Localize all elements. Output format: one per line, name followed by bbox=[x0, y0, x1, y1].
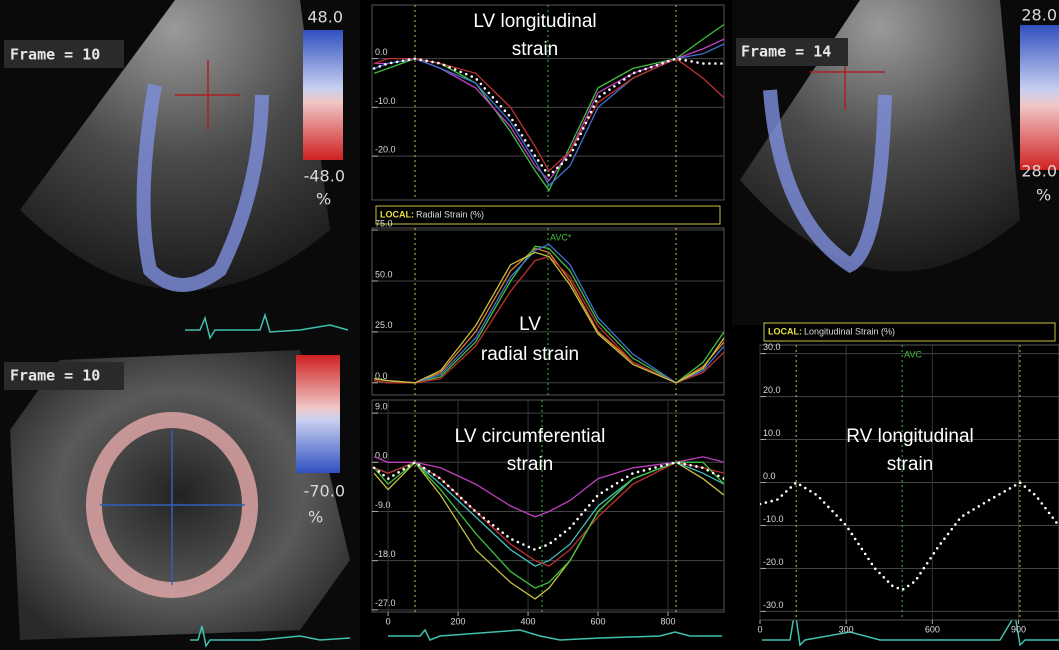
chart-title: LV longitudinal bbox=[473, 11, 596, 32]
scale-bottom: 28.0 bbox=[1021, 162, 1057, 181]
y-tick-label: 75.0 bbox=[375, 218, 393, 228]
x-tick-label: 800 bbox=[661, 616, 676, 626]
y-tick-label: 20.0 bbox=[763, 385, 781, 395]
x-tick-label: 900 bbox=[1011, 624, 1026, 634]
frame-label: Frame = 14 bbox=[741, 43, 831, 61]
color-bar bbox=[1020, 25, 1059, 170]
x-tick-label: 200 bbox=[451, 616, 466, 626]
chart-title: strain bbox=[887, 454, 933, 475]
y-tick-label: 50.0 bbox=[375, 269, 393, 279]
x-tick-label: 300 bbox=[839, 624, 854, 634]
x-tick-label: 600 bbox=[591, 616, 606, 626]
echo-apical-lv: Frame = 10 48.0 -48.0 % bbox=[0, 0, 360, 342]
y-tick-label: -10.0 bbox=[763, 514, 784, 524]
x-tick-label: 600 bbox=[925, 624, 940, 634]
chart: LOCAL:Longitudinal Strain (%) 30.0 20.0 10.… bbox=[757, 323, 1059, 634]
y-tick-label: -10.0 bbox=[375, 96, 396, 106]
scale-bottom: -70.0 bbox=[304, 482, 345, 501]
y-tick-label: -20.0 bbox=[763, 557, 784, 567]
chart-title: strain bbox=[507, 454, 553, 475]
color-bar bbox=[303, 30, 343, 160]
chart-title: LV circumferential bbox=[455, 426, 606, 447]
scale-unit: % bbox=[1036, 186, 1051, 205]
y-tick-label: -18.0 bbox=[375, 549, 396, 559]
chart-title: RV longitudinal bbox=[846, 426, 973, 447]
y-tick-label: 30.0 bbox=[763, 342, 781, 352]
chart-title: strain bbox=[512, 39, 558, 60]
scale-bottom: -48.0 bbox=[304, 167, 345, 186]
chart-title: LV bbox=[519, 314, 541, 335]
header-text: Radial Strain (%) bbox=[416, 209, 484, 219]
frame-label: Frame = 10 bbox=[10, 367, 100, 385]
scale-top: 48.0 bbox=[307, 8, 343, 27]
y-tick-label: 25.0 bbox=[375, 320, 393, 330]
y-tick-label: -20.0 bbox=[375, 145, 396, 155]
event-label: AVC bbox=[904, 349, 922, 359]
y-tick-label: -27.0 bbox=[375, 598, 396, 608]
x-tick-label: 400 bbox=[521, 616, 536, 626]
scale-unit: % bbox=[316, 190, 331, 209]
y-tick-label: 0.0 bbox=[375, 47, 388, 57]
y-tick-label: 10.0 bbox=[763, 428, 781, 438]
screen: Frame = 10 48.0 -48.0 % Frame = 10 -70.0… bbox=[0, 0, 1059, 650]
y-tick-label: 0.0 bbox=[763, 471, 776, 481]
color-bar bbox=[296, 355, 340, 473]
y-tick-label: 9.0 bbox=[375, 401, 388, 411]
chart: 0.0 -10.0 -20.0 LV longitudinal strain bbox=[372, 5, 724, 200]
echo-short-axis: Frame = 10 -70.0 % bbox=[0, 342, 360, 650]
echo-apical-rv: Frame = 14 28.0 28.0 % bbox=[732, 0, 1059, 325]
scale-unit: % bbox=[308, 508, 323, 527]
x-tick-label: 0 bbox=[386, 616, 391, 626]
header-tag: LOCAL: bbox=[768, 326, 802, 336]
y-tick-label: -30.0 bbox=[763, 600, 784, 610]
chart-title: radial strain bbox=[481, 344, 579, 365]
event-label: AVC* bbox=[550, 232, 572, 242]
scale-top: 28.0 bbox=[1021, 6, 1057, 25]
header-text: Longitudinal Strain (%) bbox=[804, 326, 895, 336]
x-tick-label: 0 bbox=[757, 624, 762, 634]
frame-label: Frame = 10 bbox=[10, 46, 100, 64]
chart: LOCAL:Radial Strain (%)0.025.050.075.0AV… bbox=[372, 206, 724, 395]
